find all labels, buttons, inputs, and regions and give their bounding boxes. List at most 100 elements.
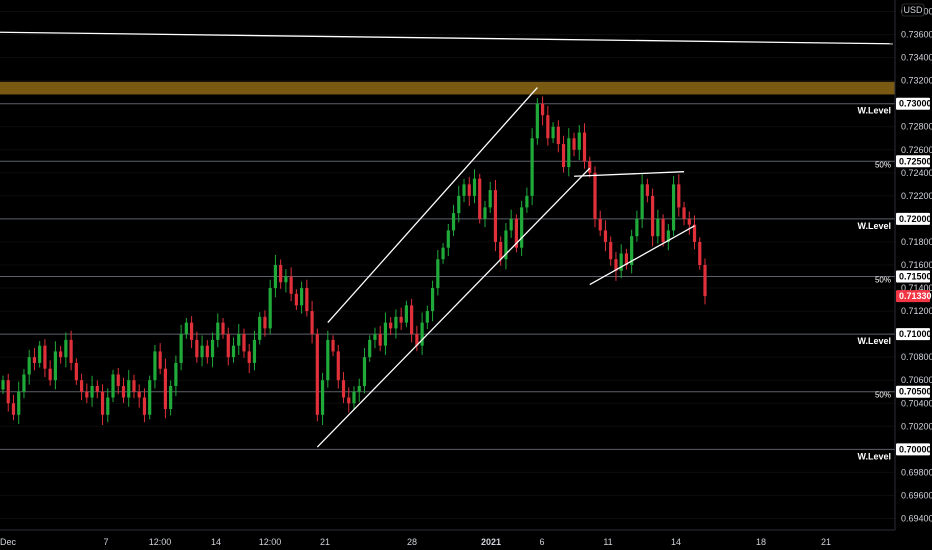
grid-lines (0, 11, 895, 519)
trendline-wedge-bottom[interactable] (589, 225, 695, 286)
price-tick-label: 0.70400 (901, 398, 932, 408)
candle-body (221, 322, 225, 335)
candle-body (310, 311, 314, 335)
candle-body (499, 241, 503, 260)
level-price-tag (896, 97, 930, 110)
candle-body (85, 391, 89, 398)
candle-body (289, 276, 293, 294)
candle-body (331, 339, 335, 352)
candle-body (148, 380, 152, 415)
candle-body (635, 218, 639, 237)
price-tick-label: 0.70200 (901, 421, 932, 431)
trendline-wedge-top[interactable] (574, 171, 685, 177)
time-tick-label: 14 (671, 537, 681, 547)
level-price-tag (896, 270, 930, 283)
candle-body (205, 345, 209, 358)
candle-body (27, 357, 31, 375)
level-percent-label: 50% (875, 160, 891, 169)
price-tick-label: 0.72200 (901, 191, 932, 201)
candle-body (305, 288, 309, 312)
level-price-tag-text: 0.71500 (899, 272, 932, 282)
candle-body (116, 374, 120, 386)
candle-body (619, 253, 623, 271)
trendline-upper-line[interactable] (0, 31, 894, 45)
candle-body (362, 357, 367, 386)
candle-body (43, 345, 47, 369)
candle-body (603, 230, 608, 242)
candle-body (268, 288, 272, 329)
candle-body (216, 322, 220, 340)
candle-body (420, 322, 424, 346)
candle-body (415, 334, 419, 346)
candle-body (551, 126, 555, 139)
time-tick-label: 21 (320, 537, 330, 547)
candle-body (504, 230, 508, 260)
price-tick-label: 0.71400 (901, 283, 932, 293)
price-tick-label: 0.71600 (901, 260, 932, 270)
candle-body (410, 305, 414, 335)
candle-body (698, 241, 702, 265)
time-tick-label: 18 (756, 537, 766, 547)
candle-body (483, 207, 487, 219)
price-tick-label: 0.72600 (901, 145, 932, 155)
candle-body (588, 161, 592, 173)
candle-body (320, 380, 325, 415)
candle-body (17, 391, 21, 415)
level-price-tag-text: 0.71000 (899, 329, 932, 339)
candle-body (671, 184, 676, 231)
candle-body (95, 385, 99, 392)
candle-body (195, 339, 199, 358)
candle-body (446, 230, 450, 248)
candle-body (682, 207, 686, 219)
candle-body (336, 351, 340, 381)
candle-body (79, 380, 84, 392)
time-tick-label: 12:00 (149, 537, 172, 547)
resistance-zone-band (0, 81, 895, 95)
candle-body (373, 334, 377, 340)
weekly-level-label: W.Level (857, 221, 891, 231)
candle-body (237, 334, 241, 346)
level-percent-label: 50% (875, 276, 891, 285)
candle-body (488, 190, 492, 208)
weekly-level-label: W.Level (857, 451, 891, 461)
level-price-tag (896, 385, 930, 398)
candle-body (394, 316, 398, 329)
candle-body (284, 276, 288, 283)
price-tick-label: 0.72400 (901, 168, 932, 178)
trendline-channel-top[interactable] (327, 87, 538, 324)
candle-body (525, 195, 529, 208)
candle-body (347, 397, 351, 404)
candle-body (137, 391, 141, 398)
candle-body (74, 362, 78, 381)
candle-body (11, 403, 16, 415)
candle-body (210, 339, 215, 358)
candle-body (179, 334, 183, 363)
time-tick-label: 21 (821, 537, 831, 547)
candle-body (1, 380, 5, 390)
candle-body (640, 184, 644, 219)
candle-body (598, 218, 602, 231)
trendline-channel-bottom[interactable] (316, 167, 591, 448)
price-tick-label: 0.72800 (901, 122, 932, 132)
candle-body (692, 224, 697, 242)
candle-body (399, 316, 403, 323)
candle-body (22, 374, 26, 392)
candle-body (106, 397, 110, 415)
time-axis[interactable]: Dec 7 12:00 14 12:00 21 28 2021 6 11 14 18 21 (0, 537, 831, 547)
candle-body (687, 218, 691, 225)
candle-body (451, 213, 456, 231)
candle-body (32, 357, 37, 363)
candle-body (593, 172, 597, 219)
time-tick-label: 28 (407, 537, 417, 547)
candle-body (64, 339, 68, 358)
candle-body (378, 334, 382, 346)
time-tick-label: 14 (211, 537, 221, 547)
time-tick-label: 2021 (481, 537, 501, 547)
currency-label: USD (903, 5, 923, 15)
weekly-level-label: W.Level (857, 106, 891, 116)
price-tick-label: 0.73200 (901, 76, 932, 86)
candle-body (389, 322, 393, 329)
candle-body (577, 132, 581, 150)
candle-body (467, 184, 471, 196)
